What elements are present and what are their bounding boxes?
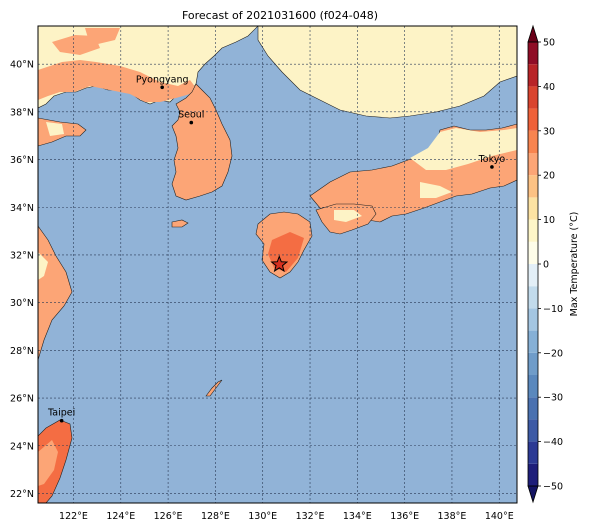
lat-tick-label: 24°N xyxy=(10,441,34,452)
lat-tick-label: 32°N xyxy=(10,250,34,261)
lon-tick-label: 138°E xyxy=(438,511,467,522)
colorbar-title: Max Temperature (°C) xyxy=(569,212,580,317)
colorbar-segment xyxy=(528,375,538,398)
colorbar-segment xyxy=(528,330,538,353)
colorbar-segment xyxy=(528,197,538,220)
honshu-cool-south xyxy=(420,182,452,198)
colorbar-segment xyxy=(528,419,538,442)
lon-tick-label: 130°E xyxy=(248,511,277,522)
colorbar-extend-high xyxy=(527,24,539,43)
city-label: Taipei xyxy=(47,408,75,419)
lat-tick-label: 26°N xyxy=(10,394,34,405)
colorbar-tick-label: 40 xyxy=(543,82,555,93)
ryukyu-islands xyxy=(205,379,223,397)
lat-tick-label: 22°N xyxy=(10,489,34,500)
colorbar-segment xyxy=(528,441,538,464)
colorbar-tick-label: 50 xyxy=(543,38,555,49)
lon-tick-label: 128°E xyxy=(201,511,230,522)
colorbar-tick-label: −50 xyxy=(543,482,563,493)
colorbar-segment xyxy=(528,352,538,375)
mainland-warm-zone xyxy=(38,60,196,102)
colorbar-segment xyxy=(528,397,538,420)
lon-tick-label: 122°E xyxy=(59,511,88,522)
taiwan-hot-core xyxy=(38,440,58,486)
map-frame xyxy=(37,25,518,504)
colorbar-tick-label: 10 xyxy=(543,215,555,226)
lon-tick-label: 134°E xyxy=(343,511,372,522)
shikoku-cool-patch xyxy=(334,210,362,222)
lon-tick-label: 124°E xyxy=(106,511,135,522)
colorbar-tick-label: −20 xyxy=(543,348,563,359)
mainland-warm-patch xyxy=(52,35,100,55)
colorbar-segment xyxy=(528,264,538,287)
colorbar-segment xyxy=(528,108,538,131)
colorbar-extend-low xyxy=(527,485,539,504)
location-marker xyxy=(270,255,289,273)
star-icon xyxy=(270,255,289,273)
city-dot xyxy=(160,85,164,90)
lon-tick-label: 140°E xyxy=(485,511,514,522)
lat-tick-label: 28°N xyxy=(10,346,34,357)
colorbar-segment xyxy=(528,175,538,198)
colorbar-segment xyxy=(528,241,538,264)
mainland-warm-north xyxy=(85,28,120,44)
colorbar-segment xyxy=(528,64,538,87)
lon-tick-label: 136°E xyxy=(390,511,419,522)
city-label: Seoul xyxy=(178,110,204,121)
colorbar-segment xyxy=(528,153,538,176)
coast-cool-patch xyxy=(38,252,48,280)
colorbar-tick-label: −40 xyxy=(543,437,563,448)
colorbar-tick-label: 0 xyxy=(543,260,549,271)
city-label: Tokyo xyxy=(478,154,506,165)
shandong-cool-patch xyxy=(46,122,64,136)
colorbar-tick-label: −30 xyxy=(543,393,563,404)
lat-axis-labels: 22°N 24°N 26°N 28°N 30°N 32°N 34°N 36°N 38°N 40°N xyxy=(10,60,34,500)
lat-tick-label: 36°N xyxy=(10,155,34,166)
east-china-coast xyxy=(38,225,73,361)
honshu-cool-north xyxy=(410,128,517,170)
lat-tick-label: 30°N xyxy=(10,298,34,309)
city-seoul: Seoul xyxy=(178,110,204,125)
map-panel: Pyongyang Seoul Tokyo Taipei xyxy=(38,26,517,503)
city-dot xyxy=(490,165,494,169)
lon-tick-label: 132°E xyxy=(296,511,325,522)
colorbar-tick-label: 20 xyxy=(543,171,555,182)
colorbar-segment xyxy=(528,42,538,65)
city-label: Pyongyang xyxy=(136,74,189,85)
city-markers: Pyongyang Seoul Tokyo Taipei xyxy=(47,74,506,423)
lon-axis-labels: 122°E 124°E 126°E 128°E 130°E 132°E 134°E 136°E… xyxy=(59,511,514,522)
city-taipei: Taipei xyxy=(47,408,75,423)
lat-tick-label: 34°N xyxy=(10,203,34,214)
colorbar-segment xyxy=(528,130,538,153)
figure-title: Forecast of 2021031600 (f024-048) xyxy=(182,9,378,22)
city-tokyo: Tokyo xyxy=(478,154,506,169)
colorbar-tick-label: 30 xyxy=(543,126,555,137)
city-dot xyxy=(59,418,64,423)
lat-tick-label: 38°N xyxy=(10,107,34,118)
colorbar-segment xyxy=(528,86,538,109)
jeju-island xyxy=(171,219,189,228)
city-dot xyxy=(189,120,194,125)
lon-tick-label: 126°E xyxy=(154,511,183,522)
lat-tick-label: 40°N xyxy=(10,60,34,71)
colorbar-segment xyxy=(528,308,538,331)
gridlines xyxy=(38,26,517,503)
colorbar-segment xyxy=(528,286,538,309)
city-pyongyang: Pyongyang xyxy=(136,74,189,90)
colorbar: −50 −40 −30 −20 −10 0 10 20 30 40 50 Max Temperatur… xyxy=(527,24,580,504)
colorbar-tick-label: −10 xyxy=(543,304,563,315)
colorbar-segment xyxy=(528,219,538,242)
colorbar-segment xyxy=(528,463,538,486)
